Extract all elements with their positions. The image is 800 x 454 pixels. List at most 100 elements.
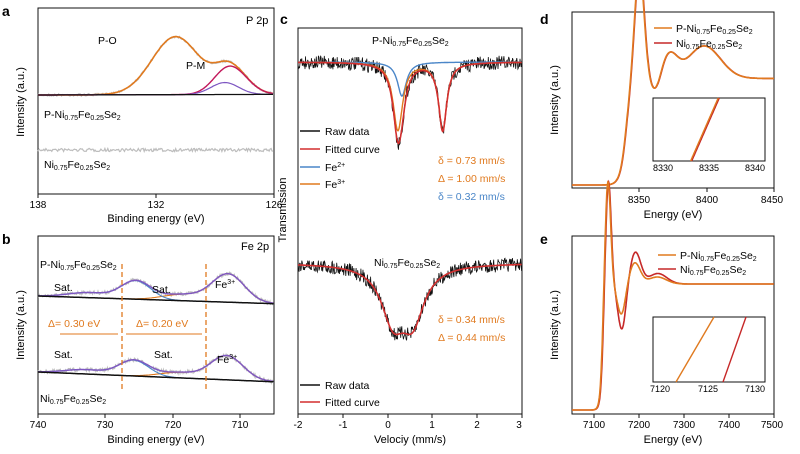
panel-d: d P-Ni0.75Fe0.25Se2 Ni0.75Fe0.25Se2 8330…	[540, 0, 784, 221]
panel-d-ticklabel-8450: 8450	[761, 195, 784, 206]
panel-a-PM-label: P-M	[186, 60, 205, 72]
panel-c-param-5: Δ = 0.44 mm/s	[438, 332, 505, 344]
panel-d-ticklabel-8350: 8350	[628, 195, 651, 206]
panel-c-top-raw	[297, 55, 522, 150]
panel-e-legend-2: Ni0.75Fe0.25Se2	[680, 264, 746, 277]
panel-a-raw-curve-2	[37, 146, 274, 154]
panel-b-envelope-top	[38, 273, 274, 304]
panel-c-letter: c	[280, 11, 288, 27]
panel-b-envelope-bottom	[38, 354, 274, 383]
panel-c-ticklabel-1: 1	[429, 420, 435, 431]
panel-c-bottom-raw	[297, 257, 522, 341]
panel-a-fit-P-M	[38, 65, 274, 96]
panel-b-comp-bottom-2	[38, 359, 274, 383]
panel-d-ticklabel-8400: 8400	[696, 195, 719, 206]
panel-b-ticklabel-710: 710	[232, 420, 249, 431]
panel-c-legend2-fit: Fitted curve	[325, 397, 380, 409]
panel-a-series2-label: Ni0.75Fe0.25Se2	[44, 159, 110, 172]
panel-b-sat-1: Sat.	[54, 282, 73, 294]
panel-c-param-3: δ = 0.32 mm/s	[438, 191, 505, 203]
panel-a-ticklabel-132: 132	[148, 200, 165, 211]
panel-b-corner-label: Fe 2p	[241, 241, 269, 253]
panel-b-series1-label: P-Ni0.75Fe0.25Se2	[40, 259, 117, 272]
panel-e-inset-tick-7120: 7120	[650, 384, 670, 394]
panel-a-ticklabel-126: 126	[266, 200, 283, 211]
panel-b-series2-label: Ni0.75Fe0.25Se2	[40, 393, 106, 406]
panel-e-inset-frame	[652, 316, 766, 383]
panel-c-frame	[297, 27, 523, 415]
panel-c-param-2: Δ = 1.00 mm/s	[438, 173, 505, 185]
panel-c-param-1: δ = 0.73 mm/s	[438, 155, 505, 167]
panel-c-bottom-fit	[297, 263, 522, 336]
panel-e-ticklabel-7300: 7300	[673, 420, 696, 431]
panel-e-xlabel: Energy (eV)	[644, 434, 703, 446]
panel-b-delta-1: Δ= 0.30 eV	[48, 318, 100, 330]
panel-b-delta-2: Δ= 0.20 eV	[136, 318, 188, 330]
panel-d-inset-curve-Ni	[691, 97, 720, 162]
panel-d-curve-P-Ni	[572, 0, 774, 186]
panel-d-inset-tick-8340: 8340	[745, 163, 765, 173]
panel-a-ylabel: Intensity (a.u.)	[15, 67, 27, 137]
panel-c-legend2-raw: Raw data	[325, 380, 370, 392]
panel-c-top-label: P-Ni0.75Fe0.25Se2	[372, 35, 449, 48]
panel-e-letter: e	[540, 231, 548, 247]
panel-b-baseline-bottom	[38, 371, 274, 383]
panel-b-ticklabel-740: 740	[30, 420, 47, 431]
panel-a-xlabel: Binding energy (eV)	[107, 213, 204, 225]
panel-b-frame	[37, 235, 275, 415]
panel-e-curve-P-Ni	[572, 180, 774, 411]
panel-e: e P-Ni0.75Fe0.25Se2 Ni0.75Fe0.25Se2 7120…	[540, 179, 784, 446]
panel-b-sat-2: Sat.	[152, 284, 171, 296]
panel-b-sat-4: Sat.	[154, 349, 173, 361]
panel-e-ticklabel-7100: 7100	[583, 420, 606, 431]
panel-c-param-4: δ = 0.34 mm/s	[438, 314, 505, 326]
panel-c-xlabel: Velociy (mm/s)	[374, 434, 446, 446]
panel-a-ticklabel-138: 138	[30, 200, 47, 211]
panel-e-ticklabel-7200: 7200	[628, 420, 651, 431]
panel-c-bottom-label: Ni0.75Fe0.25Se2	[374, 257, 440, 270]
panel-d-inset-tick-8330: 8330	[653, 163, 673, 173]
panel-d-letter: d	[540, 11, 549, 27]
panel-c-legend-fit: Fitted curve	[325, 144, 380, 156]
panel-c-legend-fe2: Fe2+	[325, 162, 345, 174]
panel-e-inset-curve-Ni	[722, 316, 747, 383]
panel-a-corner-label: P 2p	[246, 15, 268, 27]
panel-d-frame	[571, 11, 775, 189]
panel-e-ylabel: Intensity (a.u.)	[549, 290, 561, 360]
panel-c-ticklabel-0: 0	[385, 420, 391, 431]
panel-a: a P 2p P-O P-M P-Ni0.75Fe0.25Se2 Ni0.75F…	[2, 3, 283, 225]
panel-e-inset-curve-P-Ni	[675, 316, 715, 383]
panel-e-ticklabel-7400: 7400	[718, 420, 741, 431]
panel-b-fe3-bottom: Fe3+	[217, 354, 237, 366]
panel-d-inset-tick-8335: 8335	[699, 163, 719, 173]
panel-e-ticklabel-7500: 7500	[761, 420, 784, 431]
panel-e-frame	[571, 235, 775, 415]
panel-d-inset-curve-P-Ni	[689, 97, 719, 162]
panel-a-baseline	[38, 93, 273, 96]
panel-b-ticklabel-730: 730	[97, 420, 114, 431]
panel-b: b Fe 2p Δ= 0.30 eV Δ= 0.20 eV P-Ni0.75Fe…	[2, 231, 275, 446]
panel-a-letter: a	[2, 3, 10, 19]
panel-c-ticklabel-m1: -1	[339, 420, 348, 431]
panel-d-legend-2: Ni0.75Fe0.25Se2	[676, 38, 742, 51]
panel-c-top-fit	[298, 61, 522, 145]
panel-c-legend-raw: Raw data	[325, 126, 370, 138]
panel-e-inset-tick-7125: 7125	[698, 384, 718, 394]
panel-c-ticklabel-2: 2	[474, 420, 480, 431]
panel-a-series1-label: P-Ni0.75Fe0.25Se2	[44, 109, 121, 122]
panel-e-inset-tick-7130: 7130	[745, 384, 765, 394]
panel-b-xlabel: Binding energy (eV)	[107, 434, 204, 446]
panel-e-legend-1: P-Ni0.75Fe0.25Se2	[680, 250, 757, 263]
panel-a-fit-P-M-2	[38, 81, 273, 96]
panel-d-legend-1: P-Ni0.75Fe0.25Se2	[676, 23, 753, 36]
panel-b-sat-3: Sat.	[54, 349, 73, 361]
panel-a-PO-label: P-O	[98, 35, 117, 47]
panel-b-ylabel: Intensity (a.u.)	[15, 290, 27, 360]
panel-d-ylabel: Intensity (a.u.)	[549, 65, 561, 135]
panel-b-letter: b	[2, 231, 11, 247]
panel-c-ticklabel-m2: -2	[294, 420, 303, 431]
panel-b-ticklabel-720: 720	[165, 420, 182, 431]
panel-d-xlabel: Energy (eV)	[644, 209, 703, 221]
panel-c-ticklabel-3: 3	[516, 420, 522, 431]
